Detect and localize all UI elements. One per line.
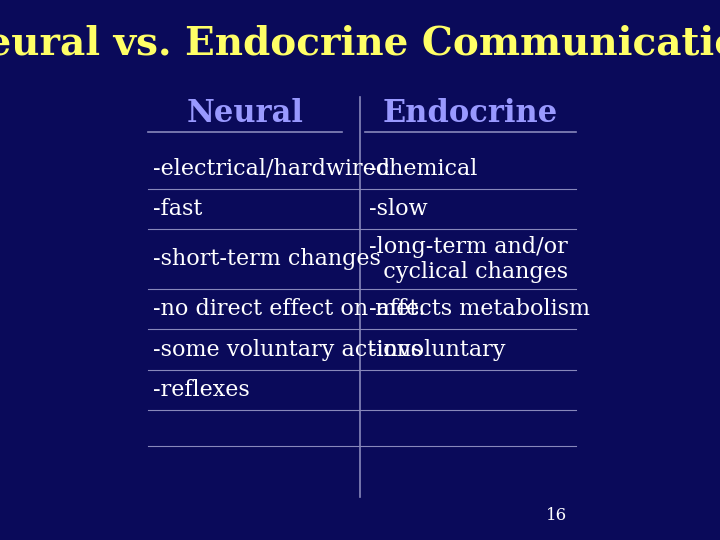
Text: -affects metabolism: -affects metabolism: [369, 298, 590, 320]
Text: -reflexes: -reflexes: [153, 379, 250, 401]
Text: -no direct effect on met.: -no direct effect on met.: [153, 298, 426, 320]
Text: -slow: -slow: [369, 198, 428, 220]
Text: -electrical/hardwired: -electrical/hardwired: [153, 158, 390, 180]
Text: Endocrine: Endocrine: [383, 98, 558, 129]
Text: -short-term changes: -short-term changes: [153, 248, 381, 270]
Text: -long-term and/or
  cyclical changes: -long-term and/or cyclical changes: [369, 235, 568, 283]
Text: -fast: -fast: [153, 198, 202, 220]
Text: -chemical: -chemical: [369, 158, 477, 180]
Text: 16: 16: [546, 507, 567, 524]
Text: -involuntary: -involuntary: [369, 339, 505, 361]
Text: Neural vs. Endocrine Communication: Neural vs. Endocrine Communication: [0, 24, 720, 62]
Text: -some voluntary actions: -some voluntary actions: [153, 339, 422, 361]
Text: Neural: Neural: [186, 98, 303, 129]
